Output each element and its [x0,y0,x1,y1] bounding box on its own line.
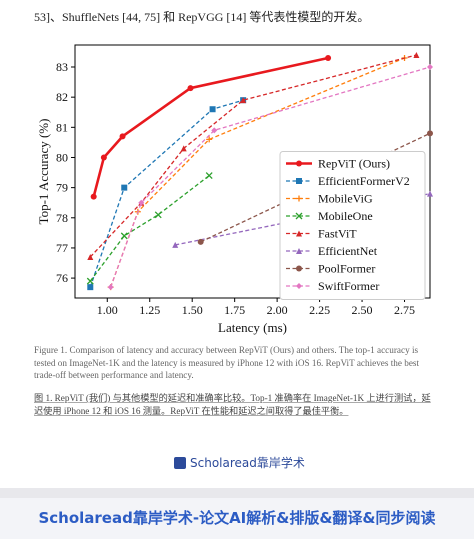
badge-icon [174,457,186,469]
series-line [89,99,244,288]
y-tick-label: 80 [56,150,68,164]
plot-frame [74,44,431,299]
y-tick-label: 79 [56,181,68,195]
marker [121,184,128,191]
marker [325,54,332,61]
caption-zh: 图 1. RepViT (我们) 与其他模型的延迟和准确率比较。Top-1 准确… [34,393,431,416]
marker [240,97,247,104]
x-tick-label: 1.75 [224,303,245,317]
y-tick-label: 76 [56,271,68,285]
x-axis-label: Latency (ms) [218,320,287,335]
x-tick-label: 1.25 [139,303,160,317]
marker [206,136,213,143]
chart: 1.00 1.25 1.50 1.75 2.00 2.25 2.50 2.75 76 77 78 79… [36,44,433,335]
legend-label: EfficientFormerV2 [318,174,410,188]
legend: RepViT (Ours) EfficientFormerV2 MobileViG M… [279,151,426,300]
legend-label: RepViT (Ours) [318,157,390,171]
y-axis-label: Top-1 Accuracy (%) [36,119,51,225]
marker [413,51,420,58]
marker [296,265,302,272]
separator [0,488,474,498]
legend-label: PoolFormer [318,262,375,276]
marker [427,64,433,71]
marker [296,283,302,289]
legend-label: MobileOne [318,209,373,223]
marker [427,190,433,197]
marker [180,145,187,152]
marker [119,133,126,140]
y-tick-label: 78 [56,211,68,225]
y-tick-label: 82 [56,90,68,104]
legend-label: EfficientNet [318,244,378,258]
marker [205,172,213,180]
badge[interactable]: Scholaread靠岸学术 [174,454,305,471]
footer[interactable]: Scholaread靠岸学术-论文AI解析&排版&翻译&同步阅读 [0,498,474,539]
marker [296,178,302,184]
x-tick-label: 1.50 [182,303,203,317]
marker [427,130,433,137]
x-tick-label: 2.25 [309,303,330,317]
marker [197,238,204,245]
marker [296,195,302,202]
marker [86,277,94,285]
series-line [89,175,210,282]
marker [187,85,194,92]
marker [296,248,302,254]
badge-text: Scholaread靠岸学术 [190,456,305,470]
legend-label: FastViT [318,227,357,241]
marker [120,232,128,240]
x-tick-label: 2.50 [352,303,373,317]
marker [107,284,114,291]
y-tick-label: 83 [56,60,68,74]
marker [295,212,303,220]
marker [138,199,145,206]
marker [154,211,162,219]
y-tick-label: 77 [56,241,68,255]
marker [87,284,94,291]
marker [87,253,94,260]
legend-label: MobileViG [318,192,373,206]
x-tick-label: 2.75 [394,303,415,317]
caption-en: Figure 1. Comparison of latency and accu… [34,345,420,380]
marker [100,154,107,161]
marker [209,106,216,113]
header-text: 53]、ShuffleNets [44, 75] 和 RepVGG [14] 等… [34,10,370,24]
x-tick-label: 1.00 [97,303,118,317]
marker [172,241,179,248]
marker [296,230,302,237]
x-tick-label: 2.00 [267,303,288,317]
legend-label: SwiftFormer [318,279,379,293]
legend-box [279,151,426,300]
marker [211,127,218,134]
y-tick-label: 81 [56,120,68,134]
marker [90,193,97,200]
marker [296,160,302,167]
